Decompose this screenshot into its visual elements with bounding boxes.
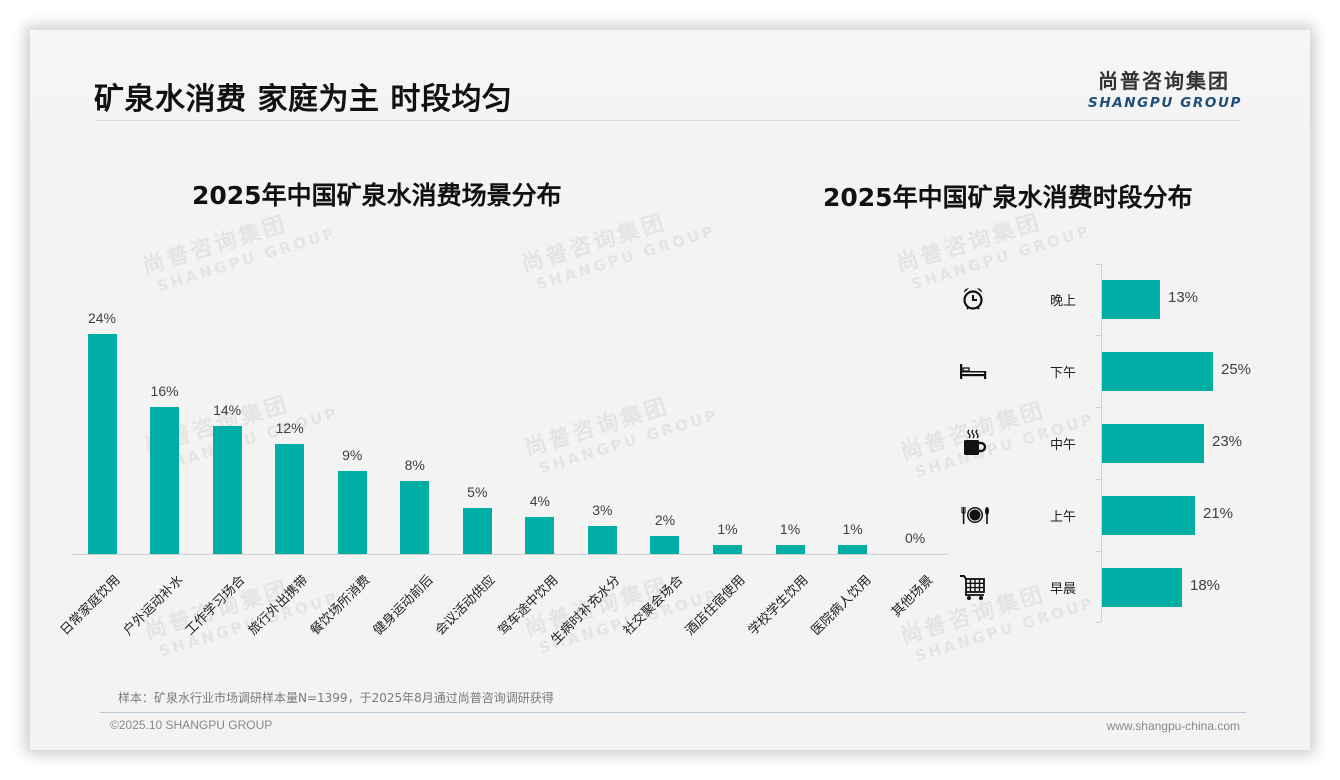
category-label: 户外运动补水 bbox=[120, 572, 186, 639]
bar-value-label: 5% bbox=[467, 484, 488, 500]
watermark-cn: 尚普咨询集团 bbox=[141, 576, 293, 645]
category-label: 日常家庭饮用 bbox=[57, 572, 124, 639]
bar-value-label: 8% bbox=[404, 457, 425, 473]
shopping-cart-icon bbox=[958, 572, 988, 602]
category-label: 酒店住宿使用 bbox=[683, 572, 749, 639]
bar-value-label: 4% bbox=[529, 493, 550, 509]
bar-value-label: 3% bbox=[592, 502, 613, 518]
bed-icon bbox=[958, 356, 988, 386]
bar-value-label: 14% bbox=[213, 402, 242, 418]
bar-value-label: 18% bbox=[1190, 577, 1221, 594]
category-label: 晚上 bbox=[1050, 294, 1077, 309]
x-axis-line bbox=[72, 554, 947, 555]
bar-value-label: 1% bbox=[779, 521, 801, 537]
axis-tick bbox=[1096, 622, 1101, 623]
watermark-en: SHANGPU GROUP bbox=[155, 223, 340, 296]
logo-english: SHANGPU GROUP bbox=[1088, 95, 1243, 111]
axis-tick bbox=[1096, 479, 1101, 480]
category-label: 其他场景 bbox=[889, 572, 937, 621]
bar bbox=[150, 407, 180, 554]
logo-chinese: 尚普咨询集团 bbox=[1098, 69, 1230, 93]
category-label: 工作学习场合 bbox=[182, 572, 249, 639]
header-divider bbox=[95, 120, 1240, 121]
category-label: 会议活动供应 bbox=[432, 572, 499, 639]
website-link: www.shangpu-china.com bbox=[1106, 719, 1240, 733]
copyright: ©2025.10 SHANGPU GROUP bbox=[110, 718, 273, 732]
category-label: 医院病人饮用 bbox=[808, 572, 875, 639]
bar bbox=[650, 536, 680, 554]
bar bbox=[212, 426, 242, 554]
bar-value-label: 23% bbox=[1212, 433, 1243, 450]
axis-tick bbox=[1096, 264, 1101, 265]
watermark-en: SHANGPU GROUP bbox=[909, 221, 1094, 294]
slide: 尚普咨询集团 SHANGPU GROUP 尚普咨询集团 SHANGPU GROUP 尚普… bbox=[30, 30, 1310, 750]
coffee-cup-icon bbox=[958, 428, 988, 458]
bar bbox=[275, 444, 305, 554]
bar bbox=[713, 545, 742, 554]
category-label: 上午 bbox=[1050, 510, 1077, 525]
watermark-cn: 尚普咨询集团 bbox=[521, 393, 673, 462]
bar-value-label: 1% bbox=[717, 521, 738, 537]
axis-tick bbox=[1096, 335, 1101, 336]
bar bbox=[87, 334, 117, 554]
footer-divider bbox=[100, 712, 1246, 713]
category-label: 社交聚会场合 bbox=[620, 572, 687, 639]
bar bbox=[838, 545, 868, 554]
watermark-en: SHANGPU GROUP bbox=[913, 593, 1098, 666]
bar bbox=[1102, 279, 1160, 319]
watermark-cn: 尚普咨询集团 bbox=[897, 397, 1049, 466]
scene-chart-title: 2025年中国矿泉水消费场景分布 bbox=[192, 181, 562, 210]
y-axis-line bbox=[1101, 264, 1102, 622]
category-label: 健身运动前后 bbox=[370, 572, 437, 639]
bar-value-label: 16% bbox=[150, 383, 179, 399]
plate-cutlery-icon bbox=[958, 500, 989, 530]
bar bbox=[1102, 495, 1195, 535]
axis-tick bbox=[1096, 551, 1101, 552]
category-label: 早晨 bbox=[1050, 582, 1077, 597]
bar bbox=[525, 517, 555, 554]
watermark-en: SHANGPU GROUP bbox=[537, 405, 722, 478]
axis-tick bbox=[1096, 407, 1101, 408]
bar bbox=[462, 508, 492, 554]
bar bbox=[775, 545, 805, 554]
bar-value-label: 24% bbox=[87, 310, 117, 326]
bar bbox=[400, 481, 430, 554]
header-background bbox=[30, 30, 1310, 122]
bar-value-label: 25% bbox=[1221, 361, 1252, 378]
bar-value-label: 12% bbox=[275, 420, 304, 436]
sample-footnote: 样本：矿泉水行业市场调研样本量N=1399，于2025年8月通过尚普咨询调研获得 bbox=[118, 691, 554, 705]
bar bbox=[1102, 567, 1182, 607]
category-label: 餐饮场所消费 bbox=[307, 572, 374, 639]
category-label: 学校学生饮用 bbox=[745, 572, 812, 639]
bar-value-label: 13% bbox=[1168, 289, 1199, 306]
bar bbox=[587, 526, 617, 554]
category-label: 下午 bbox=[1050, 366, 1077, 381]
bar-value-label: 21% bbox=[1203, 505, 1234, 522]
bar-value-label: 0% bbox=[905, 530, 926, 546]
bar-value-label: 2% bbox=[654, 512, 676, 528]
category-label: 中午 bbox=[1050, 438, 1077, 453]
company-logo: 尚普咨询集团 SHANGPU GROUP bbox=[1088, 65, 1240, 111]
category-label: 旅行外出携带 bbox=[245, 572, 312, 639]
bar bbox=[1102, 423, 1204, 463]
bar bbox=[337, 471, 367, 554]
bar-value-label: 9% bbox=[342, 447, 363, 463]
watermark-en: SHANGPU GROUP bbox=[534, 221, 719, 294]
page-title: 矿泉水消费 家庭为主 时段均匀 bbox=[94, 82, 513, 117]
alarm-clock-icon bbox=[958, 284, 988, 314]
time-chart-title: 2025年中国矿泉水消费时段分布 bbox=[823, 183, 1193, 212]
bar-value-label: 1% bbox=[842, 521, 863, 537]
bar bbox=[1102, 351, 1213, 391]
